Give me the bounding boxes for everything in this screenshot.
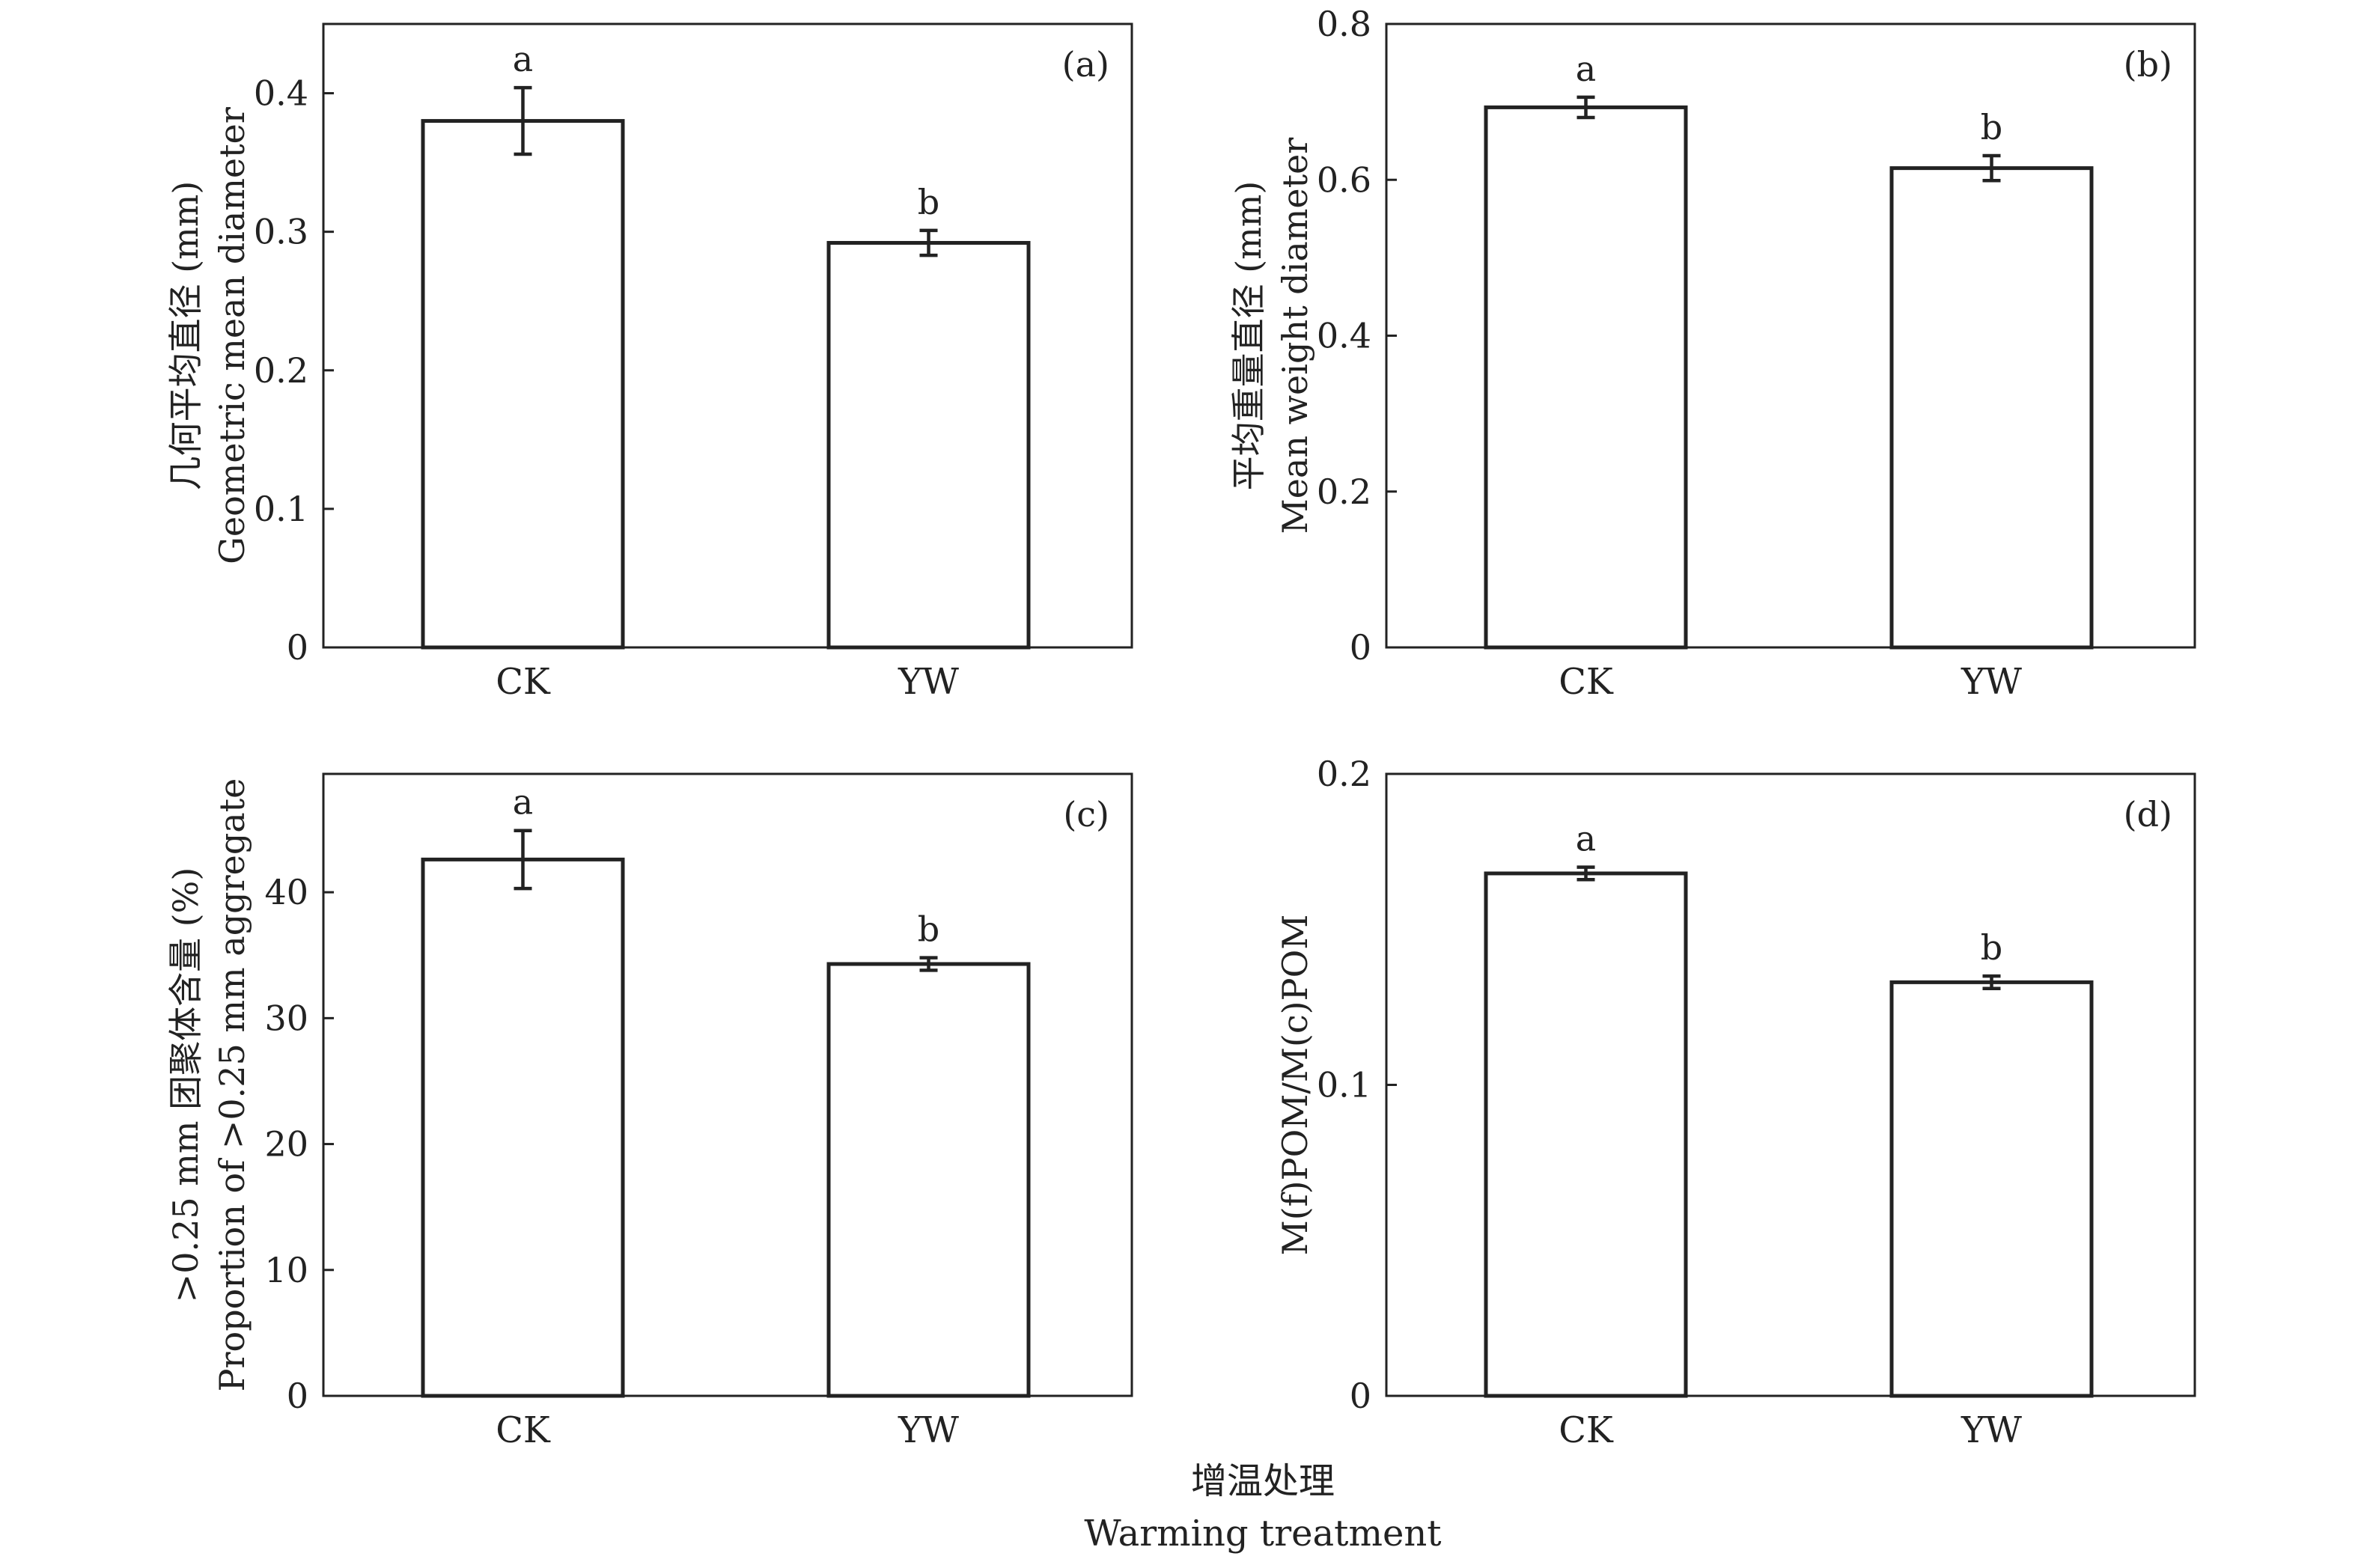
x-tick-label: CK [496,1409,551,1451]
significance-label: b [1981,927,2002,968]
panel-tag: (d) [2124,794,2172,835]
bar-yw [826,962,1031,1398]
y-tick-label: 0.4 [254,73,308,114]
panel-4: 0 0.1 0.2 a CK b YW (d) M(f)POM/M(c)POM [1275,754,2196,1451]
y-tick-label: 0.2 [1317,754,1371,794]
x-tick-label: YW [898,1409,960,1451]
error-bar-ck [1576,95,1595,120]
y-axis-label-cn: 平均重量直径 (mm) [1228,181,1269,491]
panel-3: 0 10 20 30 40 a CK b YW (c) >0.25 mm 团聚体含量 (%) Prop… [165,772,1133,1451]
y-axis-label-en: M(f)POM/M(c)POM [1275,915,1315,1256]
bar-ck [1484,871,1688,1398]
y-axis-label-cn: >0.25 mm 团聚体含量 (%) [165,867,206,1303]
y-axis-label-en: Proportion of >0.25 mm aggregate [212,778,252,1392]
bar-yw [1889,980,2094,1398]
y-tick-label: 0.3 [254,212,308,252]
error-bar-ck [514,829,532,891]
y-axis-label-cn: 几何平均直径 (mm) [165,181,206,491]
y-tick-label: 0.1 [254,489,308,529]
y-tick-label: 30 [264,998,308,1038]
y-axis-label-en: Mean weight diameter [1275,138,1315,534]
y-tick-label: 0 [1350,1376,1371,1416]
panel-tag: (a) [1062,44,1109,85]
bar-ck [421,857,625,1398]
y-axis-label-en: Geometric mean diameter [212,107,252,564]
x-tick-label: CK [496,661,551,703]
y-tick-label: 0 [287,1376,308,1416]
y-tick-label: 0 [1350,627,1371,668]
y-tick-label: 0.1 [1317,1065,1371,1105]
y-tick-label: 0.6 [1317,159,1371,200]
x-tick-label: YW [1961,1409,2023,1451]
error-bar-yw [919,956,938,972]
significance-label: b [1981,107,2002,147]
y-tick-label: 10 [264,1250,308,1290]
significance-label: b [918,182,939,222]
error-bar-ck [514,85,532,156]
y-tick-label: 0.4 [1317,316,1371,356]
x-tick-label: CK [1559,661,1614,703]
error-bar-yw [919,228,938,257]
bar-ck [1484,105,1688,650]
bar-yw [826,240,1031,650]
y-tick-label: 0 [287,627,308,668]
significance-label: a [1576,49,1596,89]
y-tick-label: 0.2 [254,350,308,391]
panel-tag: (c) [1063,794,1109,835]
error-bar-yw [1982,974,2001,990]
panel-1: 0 0.1 0.2 0.3 0.4 a CK b YW (a) 几何平均直径 (mm) Geometr… [165,22,1133,703]
plot-frame [322,772,1133,1397]
significance-label: a [513,782,533,823]
y-tick-label: 0.2 [1317,472,1371,512]
y-tick-label: 0.8 [1317,4,1371,44]
x-tick-label: CK [1559,1409,1614,1451]
bar-ck [421,119,625,650]
x-tick-label: YW [898,661,960,703]
panel-tag: (b) [2124,44,2172,85]
significance-label: a [513,39,533,79]
x-axis-label-en: Warming treatment [1084,1513,1441,1555]
y-tick-label: 40 [264,872,308,912]
significance-label: a [1576,819,1596,859]
error-bar-ck [1576,865,1595,882]
error-bar-yw [1982,153,2001,183]
plot-frame [322,22,1133,649]
x-tick-label: YW [1961,661,2023,703]
bar-yw [1889,166,2094,650]
x-axis-label-cn: 增温处理 [1191,1460,1335,1502]
significance-label: b [918,909,939,950]
panel-2: 0 0.2 0.4 0.6 0.8 a CK b YW (b) 平均重量直径 (mm) Mean we… [1228,4,2196,703]
y-tick-label: 20 [264,1124,308,1165]
